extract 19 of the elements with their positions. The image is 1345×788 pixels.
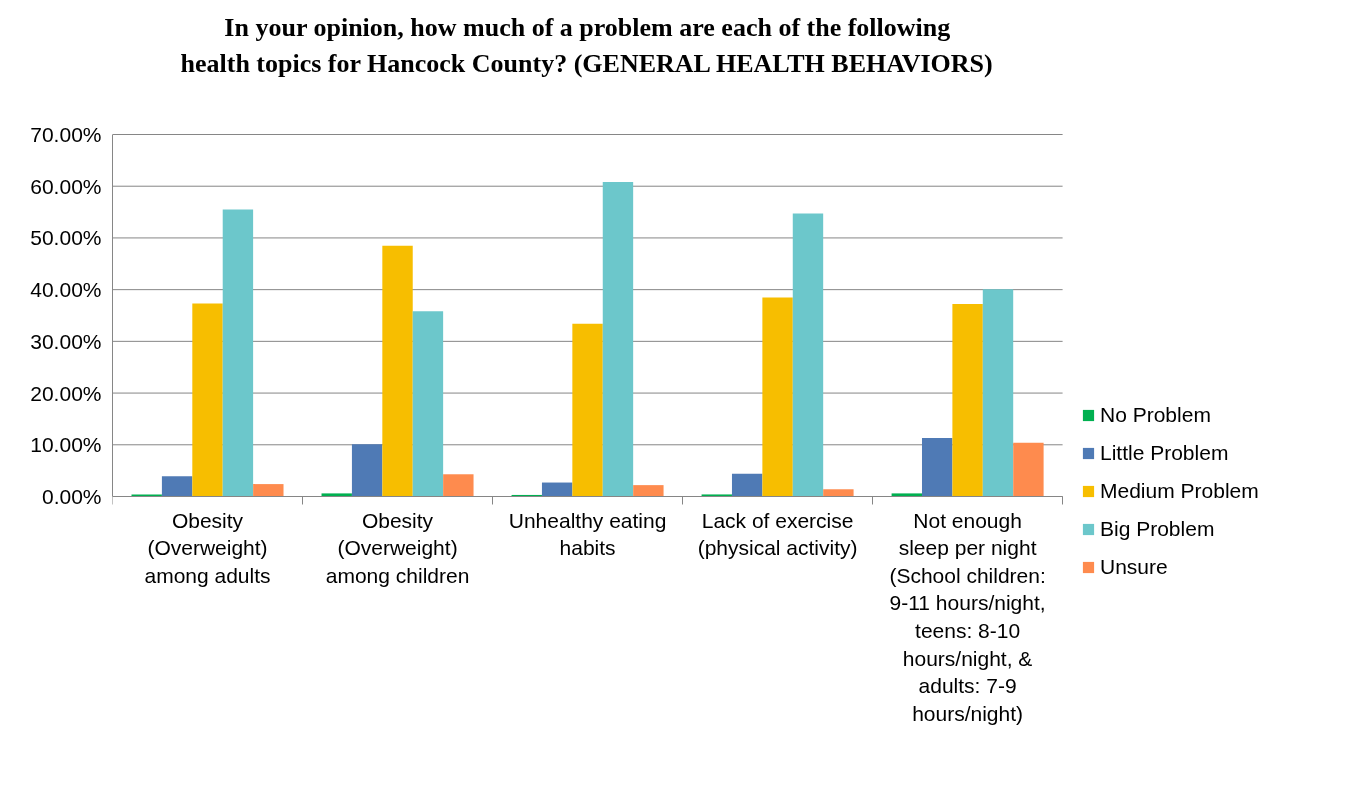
legend-label: Little Problem bbox=[1100, 441, 1229, 465]
x-tick-label: Obesity (Overweight) among adults bbox=[144, 508, 271, 587]
legend-label: Medium Problem bbox=[1100, 479, 1259, 503]
legend-label: Unsure bbox=[1100, 555, 1168, 579]
x-tick-label: Not enough sleep per night (School children: 9-11 hours/night, teens: 8-10 hours/night, & adults: 7-9 hours/night) bbox=[889, 508, 1046, 725]
y-tick-label: 0.00% bbox=[41, 485, 102, 508]
x-tick-label: Obesity (Overweight) among children bbox=[325, 508, 470, 587]
legend-label: No Problem bbox=[1100, 403, 1211, 427]
y-tick-label: 60.00% bbox=[30, 174, 102, 198]
y-tick-label: 40.00% bbox=[30, 278, 102, 302]
y-tick-label: 70.00% bbox=[30, 123, 102, 146]
y-tick-label: 20.00% bbox=[30, 381, 102, 405]
y-tick-label: 10.00% bbox=[30, 433, 102, 457]
y-tick-label: 50.00% bbox=[30, 226, 102, 250]
x-tick-label: Lack of exercise (physical activity) bbox=[697, 508, 858, 560]
y-tick-label: 30.00% bbox=[30, 329, 102, 353]
chart-title: In your opinion, how much of a problem are each of the following health topics for Hancock County? (GENERAL HEALTH BEHAVIORS) bbox=[180, 12, 993, 78]
legend-label: Big Problem bbox=[1100, 517, 1215, 541]
x-tick-label: Unhealthy eating habits bbox=[508, 508, 667, 560]
